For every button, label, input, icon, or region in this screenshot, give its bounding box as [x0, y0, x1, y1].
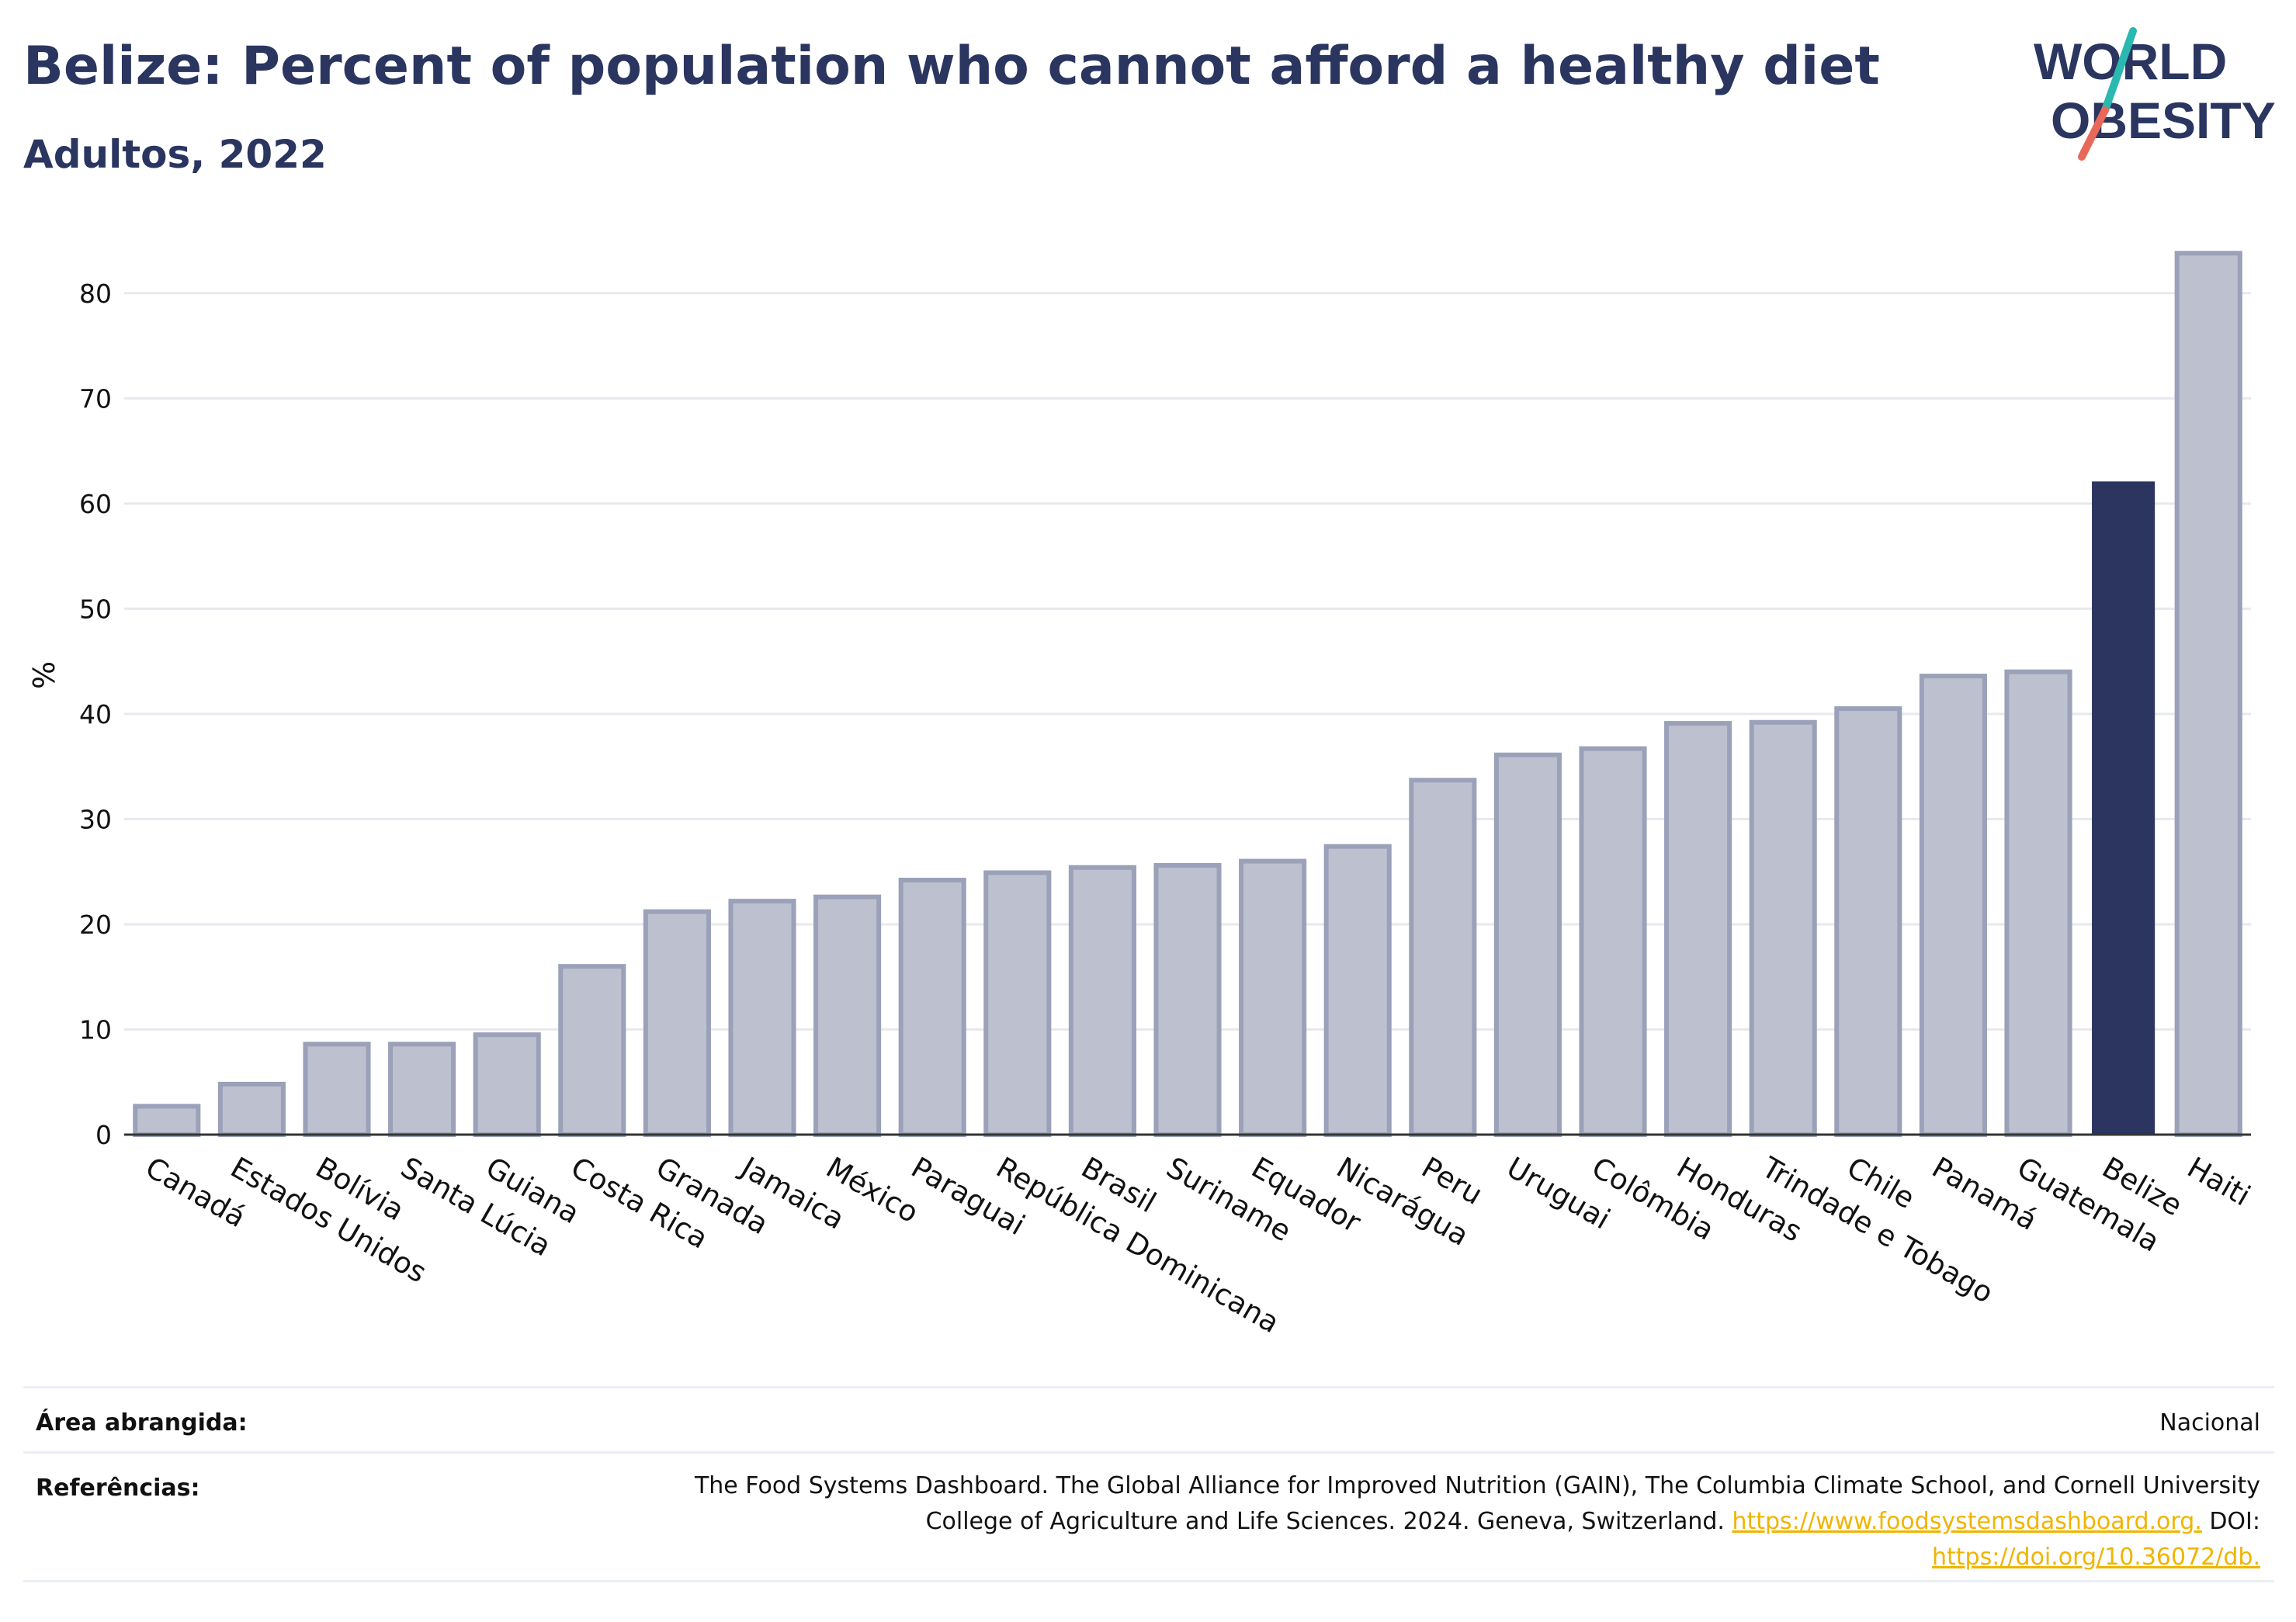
- y-tick-label: 30: [79, 804, 112, 834]
- bar: [558, 964, 626, 1138]
- reference-line-3: https://doi.org/10.36072/db.: [695, 1540, 2260, 1575]
- footer-divider-top: [23, 1386, 2274, 1388]
- reference-line-2-text: College of Agriculture and Life Sciences…: [925, 1508, 1732, 1535]
- bar: [1749, 719, 1817, 1137]
- bar: [1664, 721, 1732, 1137]
- bar: [2004, 669, 2072, 1137]
- page-subtitle: Adultos, 2022: [23, 132, 327, 177]
- reference-line-1: The Food Systems Dashboard. The Global A…: [694, 1472, 2260, 1499]
- area-value: Nacional: [2159, 1409, 2260, 1437]
- bar: [1239, 858, 1307, 1137]
- x-tick-label: Haiti: [2182, 1151, 2256, 1213]
- bar: [133, 1104, 201, 1138]
- references-label: Referências:: [36, 1475, 200, 1502]
- bar: [1834, 706, 1902, 1137]
- reference-doi-label: DOI:: [2201, 1508, 2260, 1535]
- bar: [1068, 865, 1136, 1137]
- bar: [983, 870, 1052, 1137]
- bar: [1579, 746, 1647, 1137]
- y-tick-label: 50: [79, 594, 112, 624]
- area-label: Área abrangida:: [36, 1409, 248, 1437]
- footer-divider-middle: [23, 1451, 2274, 1454]
- bar: [1919, 674, 1987, 1137]
- bar: [2092, 481, 2156, 1135]
- bar: [473, 1032, 541, 1138]
- y-tick-label: 70: [79, 383, 112, 414]
- bar: [388, 1041, 456, 1137]
- reference-line-2: College of Agriculture and Life Sciences…: [695, 1504, 2260, 1540]
- bars: [133, 251, 2242, 1138]
- doi-link[interactable]: https://doi.org/10.36072/db.: [1932, 1544, 2260, 1571]
- bar: [217, 1081, 286, 1138]
- page-title: Belize: Percent of population who cannot…: [23, 36, 1880, 97]
- y-tick-label: 40: [79, 699, 112, 730]
- bar: [1153, 863, 1222, 1137]
- bar: [1323, 844, 1392, 1137]
- food-systems-dashboard-link[interactable]: https://www.foodsystemsdashboard.org.: [1732, 1508, 2202, 1535]
- logo-slash-coral: [2078, 106, 2109, 161]
- references-text: The Food Systems Dashboard. The Global A…: [695, 1468, 2260, 1575]
- y-tick-label: 0: [95, 1120, 112, 1150]
- y-axis-title: %: [27, 661, 61, 689]
- bar: [1493, 752, 1562, 1137]
- bar: [2174, 251, 2242, 1137]
- world-obesity-logo: WORLD OBESITY: [2034, 27, 2276, 161]
- y-tick-label: 80: [79, 279, 112, 309]
- y-tick-label: 20: [79, 910, 112, 940]
- y-tick-label: 60: [79, 489, 112, 519]
- y-axis-ticks: 0 10 20 30 40 50 60 70 80: [79, 279, 112, 1150]
- bar: [643, 909, 711, 1137]
- bar: [898, 878, 966, 1137]
- bar: [813, 894, 882, 1137]
- bar: [728, 899, 796, 1138]
- y-tick-label: 10: [79, 1014, 112, 1045]
- footer-divider-bottom: [23, 1580, 2274, 1582]
- bar: [1409, 778, 1477, 1137]
- logo-slash-teal: [2101, 27, 2137, 114]
- bar: [303, 1041, 371, 1137]
